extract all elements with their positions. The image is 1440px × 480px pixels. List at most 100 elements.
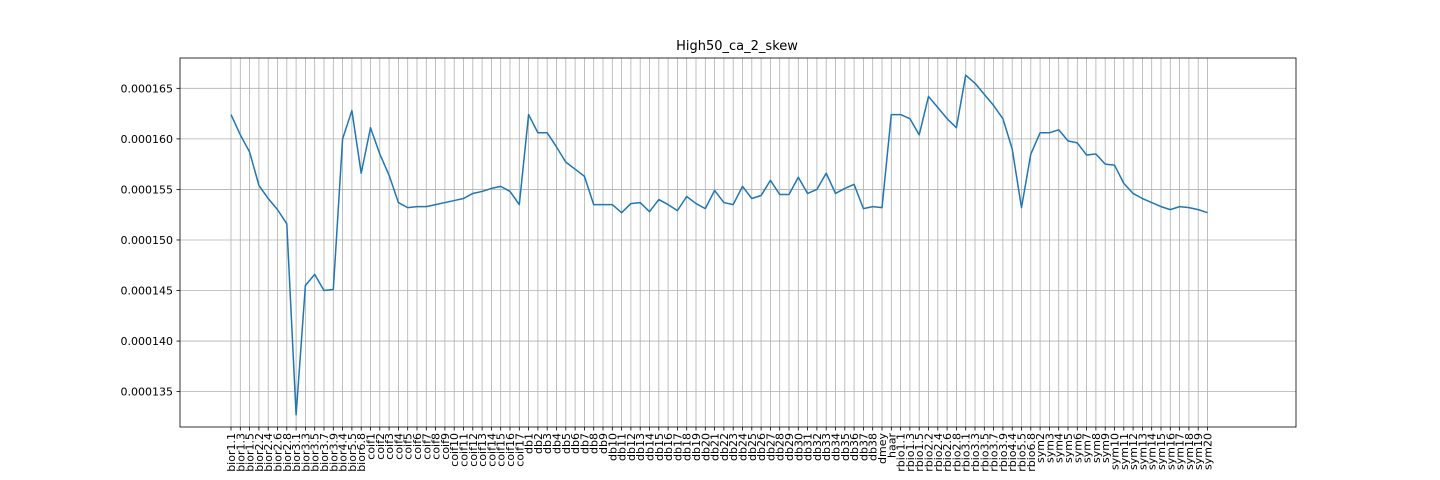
x-tick-label: db36 xyxy=(848,433,861,461)
x-tick-label: coif10 xyxy=(448,433,461,467)
x-tick-label: db8 xyxy=(588,433,601,454)
x-tick-label: sym5 xyxy=(1062,433,1075,463)
x-tick-label: db34 xyxy=(830,433,843,461)
x-tick-label: sym8 xyxy=(1090,433,1103,463)
x-tick-label: db10 xyxy=(606,433,619,461)
x-tick-label: db11 xyxy=(616,433,629,461)
x-tick-label: bior3.1 xyxy=(290,433,303,472)
x-tick-label: db9 xyxy=(597,433,610,454)
x-tick-label: db6 xyxy=(569,433,582,454)
x-tick-label: bior3.9 xyxy=(327,433,340,472)
x-tick-label: bior3.5 xyxy=(309,433,322,472)
x-tick-label: sym20 xyxy=(1202,433,1215,470)
y-tick-label: 0.000135 xyxy=(121,386,174,399)
y-tick-label: 0.000150 xyxy=(121,234,174,247)
x-tick-label: sym14 xyxy=(1146,433,1159,470)
x-tick-label: sym15 xyxy=(1155,433,1168,470)
x-tick-label: coif9 xyxy=(439,433,452,460)
x-tick-label: db5 xyxy=(560,433,573,454)
x-tick-label: rbio2.4 xyxy=(932,433,945,472)
x-tick-label: sym11 xyxy=(1118,433,1131,470)
x-tick-label: coif12 xyxy=(467,433,480,467)
x-tick-label: rbio3.1 xyxy=(960,433,973,472)
x-tick-label: sym2 xyxy=(1034,433,1047,463)
x-tick-label: haar xyxy=(885,433,898,458)
x-tick-label: coif13 xyxy=(476,433,489,467)
x-tick-label: rbio2.8 xyxy=(950,433,963,472)
x-tick-label: db30 xyxy=(792,433,805,461)
x-tick-label: db31 xyxy=(802,433,815,461)
x-tick-label: db15 xyxy=(653,433,666,461)
x-tick-label: coif14 xyxy=(485,433,498,467)
x-tick-label: db13 xyxy=(634,433,647,461)
x-tick-label: coif11 xyxy=(458,433,471,467)
x-tick-label: db20 xyxy=(699,433,712,461)
x-tick-label: coif8 xyxy=(430,433,443,460)
y-axis: 0.000135 0.000140 0.000145 0.000150 0.000155… xyxy=(121,82,180,399)
series-layer xyxy=(230,74,1208,416)
x-tick-label: db2 xyxy=(532,433,545,454)
x-tick-label: db26 xyxy=(755,433,768,461)
x-tick-label: db23 xyxy=(727,433,740,461)
x-tick-label: db17 xyxy=(671,433,684,461)
x-axis: bior1.1bior1.3bior1.5bior2.2bior2.4bior2… xyxy=(225,427,1215,472)
x-tick-label: sym9 xyxy=(1099,433,1112,463)
x-tick-label: sym17 xyxy=(1174,433,1187,470)
x-tick-label: bior2.2 xyxy=(253,433,266,472)
y-tick-label: 0.000160 xyxy=(121,133,174,146)
x-tick-label: db7 xyxy=(578,433,591,454)
x-tick-label: db37 xyxy=(857,433,870,461)
x-tick-label: sym7 xyxy=(1081,433,1094,463)
x-tick-label: bior2.8 xyxy=(281,433,294,472)
x-tick-label: rbio1.5 xyxy=(913,433,926,472)
x-tick-label: bior3.3 xyxy=(299,433,312,472)
x-tick-label: bior2.4 xyxy=(262,433,275,472)
y-tick-label: 0.000145 xyxy=(121,285,174,298)
x-tick-label: db1 xyxy=(523,433,536,454)
x-tick-label: bior1.3 xyxy=(234,433,247,472)
x-tick-label: db38 xyxy=(867,433,880,461)
x-tick-label: sym12 xyxy=(1127,433,1140,470)
x-tick-label: coif5 xyxy=(402,433,415,460)
x-tick-label: db3 xyxy=(541,433,554,454)
x-tick-label: rbio5.5 xyxy=(1016,433,1029,472)
x-tick-label: coif6 xyxy=(411,433,424,460)
x-tick-label: rbio6.8 xyxy=(1025,433,1038,472)
x-tick-label: db24 xyxy=(737,433,750,461)
x-tick-label: coif7 xyxy=(420,433,433,460)
x-tick-label: coif16 xyxy=(504,433,517,467)
x-tick-label: sym18 xyxy=(1183,433,1196,470)
x-tick-label: coif17 xyxy=(513,433,526,467)
x-tick-label: rbio4.4 xyxy=(1006,433,1019,472)
x-tick-label: sym13 xyxy=(1136,433,1149,470)
chart-title: High50_ca_2_skew xyxy=(676,39,798,54)
x-tick-label: db29 xyxy=(783,433,796,461)
x-tick-label: rbio3.7 xyxy=(988,433,1001,472)
x-tick-label: bior1.1 xyxy=(225,433,238,472)
x-tick-label: db18 xyxy=(681,433,694,461)
x-tick-label: db28 xyxy=(774,433,787,461)
x-tick-label: coif4 xyxy=(392,433,405,460)
series-line xyxy=(230,74,1208,416)
x-tick-label: bior6.8 xyxy=(355,433,368,472)
y-tick-label: 0.000155 xyxy=(121,183,174,196)
y-tick-label: 0.000165 xyxy=(121,82,174,95)
x-tick-label: db32 xyxy=(811,433,824,461)
x-tick-label: db4 xyxy=(551,433,564,454)
x-tick-label: sym3 xyxy=(1043,433,1056,463)
x-tick-label: rbio2.2 xyxy=(923,433,936,472)
x-tick-label: db19 xyxy=(690,433,703,461)
x-tick-label: rbio3.5 xyxy=(978,433,991,472)
x-tick-label: coif15 xyxy=(495,433,508,467)
x-gridlines xyxy=(230,58,1208,427)
x-tick-label: sym16 xyxy=(1164,433,1177,470)
x-tick-label: bior3.7 xyxy=(318,433,331,472)
x-tick-label: db22 xyxy=(718,433,731,461)
x-tick-label: db27 xyxy=(764,433,777,461)
x-tick-label: db35 xyxy=(839,433,852,461)
x-tick-label: rbio3.3 xyxy=(969,433,982,472)
x-tick-label: dmey xyxy=(876,433,889,464)
x-tick-label: rbio1.1 xyxy=(895,433,908,472)
y-gridlines xyxy=(180,87,1296,393)
